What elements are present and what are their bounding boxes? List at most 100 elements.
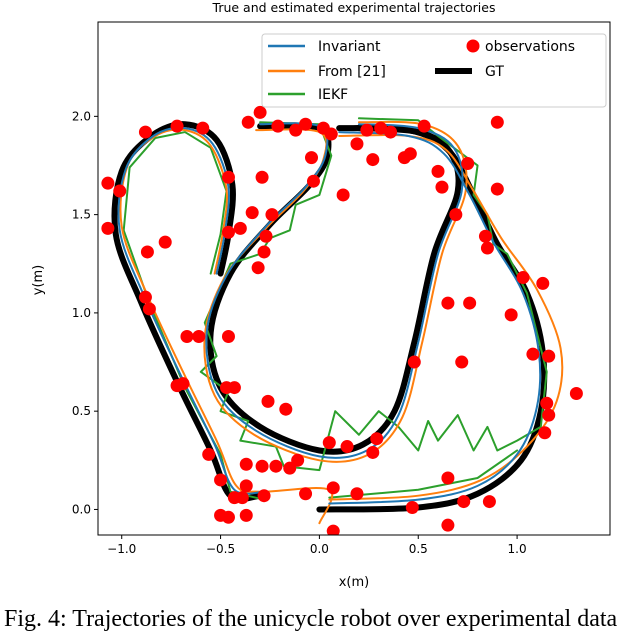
observation-point bbox=[449, 208, 463, 222]
observation-point bbox=[158, 235, 172, 249]
observation-point bbox=[538, 426, 552, 440]
legend-label: Invariant bbox=[318, 39, 381, 55]
observation-point bbox=[306, 174, 320, 188]
x-tick-label: −1.0 bbox=[107, 542, 136, 556]
observation-point bbox=[322, 436, 336, 450]
observation-point bbox=[259, 229, 273, 243]
observation-point bbox=[540, 396, 554, 410]
chart-title: True and estimated experimental trajecto… bbox=[212, 0, 496, 15]
observation-point bbox=[283, 461, 297, 475]
legend-marker-icon bbox=[466, 39, 480, 53]
observation-point bbox=[214, 473, 228, 487]
observation-point bbox=[113, 184, 127, 198]
observation-point bbox=[239, 508, 253, 522]
observation-point bbox=[241, 115, 255, 129]
observation-point bbox=[221, 329, 235, 343]
observation-point bbox=[138, 125, 152, 139]
from-21-trajectory-segment bbox=[119, 128, 334, 525]
observation-point bbox=[299, 117, 313, 131]
legend-label: From [21] bbox=[318, 64, 386, 80]
figure-caption: Fig. 4: Trajectories of the unicycle rob… bbox=[4, 606, 618, 632]
observation-point bbox=[326, 481, 340, 495]
observation-point bbox=[441, 518, 455, 532]
observation-point bbox=[326, 524, 340, 535]
observation-point bbox=[542, 408, 556, 422]
observation-point bbox=[233, 221, 247, 235]
x-tick-label: −0.5 bbox=[206, 542, 235, 556]
observation-point bbox=[366, 445, 380, 459]
observation-point bbox=[196, 121, 210, 135]
legend-label: observations bbox=[485, 39, 575, 55]
invariant-trajectory-segment bbox=[328, 131, 542, 505]
observation-point bbox=[101, 176, 115, 190]
observation-point bbox=[142, 302, 156, 316]
observation-point bbox=[180, 329, 194, 343]
observation-point bbox=[336, 188, 350, 202]
observation-point bbox=[490, 115, 504, 129]
observation-point bbox=[324, 127, 338, 141]
observation-point bbox=[253, 105, 267, 119]
observation-point bbox=[480, 241, 494, 255]
observation-point bbox=[176, 377, 190, 391]
legend-label: GT bbox=[485, 64, 504, 80]
x-tick-label: 1.0 bbox=[508, 542, 527, 556]
invariant-trajectory-segment bbox=[205, 122, 464, 459]
observation-point bbox=[350, 137, 364, 151]
observation-point bbox=[463, 296, 477, 310]
observation-point bbox=[170, 119, 184, 133]
observation-point bbox=[350, 487, 364, 501]
observation-point bbox=[417, 119, 431, 133]
from-21-trajectory-segment bbox=[328, 133, 564, 501]
observation-point bbox=[536, 276, 550, 290]
observation-point bbox=[374, 121, 388, 135]
observation-point bbox=[299, 487, 313, 501]
observation-point bbox=[255, 459, 269, 473]
observation-point bbox=[138, 290, 152, 304]
observation-point bbox=[255, 170, 269, 184]
observation-point bbox=[441, 471, 455, 485]
observation-point bbox=[457, 495, 471, 509]
observation-point bbox=[235, 491, 249, 505]
observation-point bbox=[435, 180, 449, 194]
observation-point bbox=[239, 479, 253, 493]
observation-point bbox=[407, 355, 421, 369]
y-tick-label: 1.0 bbox=[72, 306, 91, 320]
observation-point bbox=[478, 229, 492, 243]
observation-point bbox=[461, 157, 475, 171]
observation-point bbox=[542, 349, 556, 363]
observation-point bbox=[366, 153, 380, 167]
observation-point bbox=[271, 119, 285, 133]
observation-point bbox=[202, 447, 216, 461]
x-tick-label: 0.0 bbox=[310, 542, 329, 556]
observation-point bbox=[140, 245, 154, 259]
y-tick-label: 2.0 bbox=[72, 109, 91, 123]
observation-point bbox=[192, 329, 206, 343]
y-tick-label: 0.0 bbox=[72, 502, 91, 516]
observation-point bbox=[257, 245, 271, 259]
observation-point bbox=[340, 440, 354, 454]
observation-point bbox=[221, 510, 235, 524]
observation-point bbox=[304, 151, 318, 165]
observation-point bbox=[291, 453, 305, 467]
y-tick-label: 1.5 bbox=[72, 208, 91, 222]
observation-point bbox=[245, 206, 259, 220]
legend: Invariant From [21] IEKF observations GT bbox=[261, 33, 607, 108]
observation-point bbox=[504, 308, 518, 322]
observation-point bbox=[482, 495, 496, 509]
observation-point bbox=[384, 125, 398, 139]
observation-point bbox=[251, 261, 265, 275]
observation-point bbox=[227, 381, 241, 395]
observation-point bbox=[490, 182, 504, 196]
iekf-trajectory-segment bbox=[199, 117, 548, 472]
observation-point bbox=[360, 123, 374, 137]
y-axis-label: y(m) bbox=[31, 265, 46, 296]
observation-point bbox=[516, 271, 530, 285]
legend-box bbox=[261, 33, 607, 108]
y-tick-label: 0.5 bbox=[72, 404, 91, 418]
observation-point bbox=[239, 457, 253, 471]
x-axis-label: x(m) bbox=[339, 575, 370, 590]
observation-point bbox=[405, 500, 419, 514]
observation-point bbox=[370, 432, 384, 446]
observation-point bbox=[455, 355, 469, 369]
observation-point bbox=[261, 394, 275, 408]
